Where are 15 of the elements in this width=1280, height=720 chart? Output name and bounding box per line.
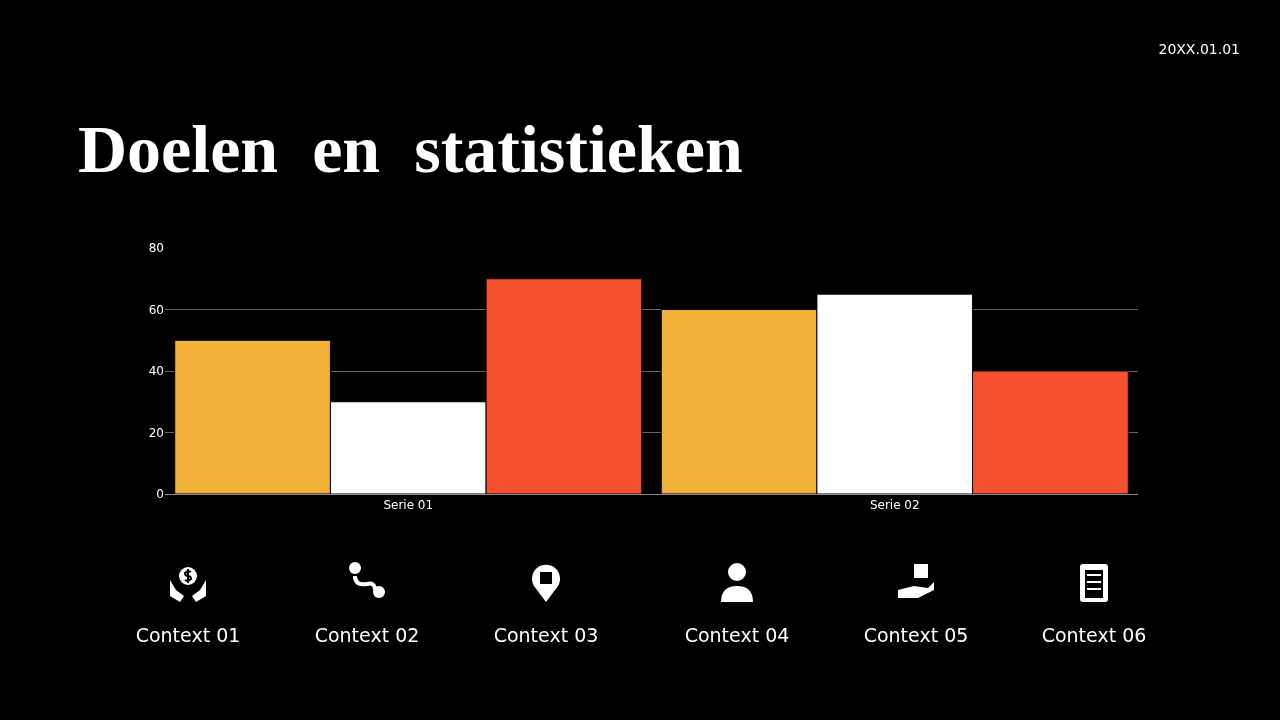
text: Context 01 [135,624,241,646]
y-tick-label: 80 [148,241,164,256]
text: Context 04 [684,624,790,646]
y-tick-label: 40 [148,364,164,379]
y-tick-label: 20 [148,425,164,440]
y-tick-label: 60 [148,302,164,317]
text: 20XX.01.01 [1158,41,1240,57]
text: Context 02 [314,624,420,646]
text: Context 03 [493,624,599,646]
text: Context 05 [863,624,969,646]
x-tick-label: Serie 01 [383,498,434,513]
y-tick-label: 0 [156,487,164,502]
chart-title: Doelen en statistieken [78,110,743,187]
x-tick-label: Serie 02 [869,498,920,513]
text: Context 06 [1041,624,1147,646]
